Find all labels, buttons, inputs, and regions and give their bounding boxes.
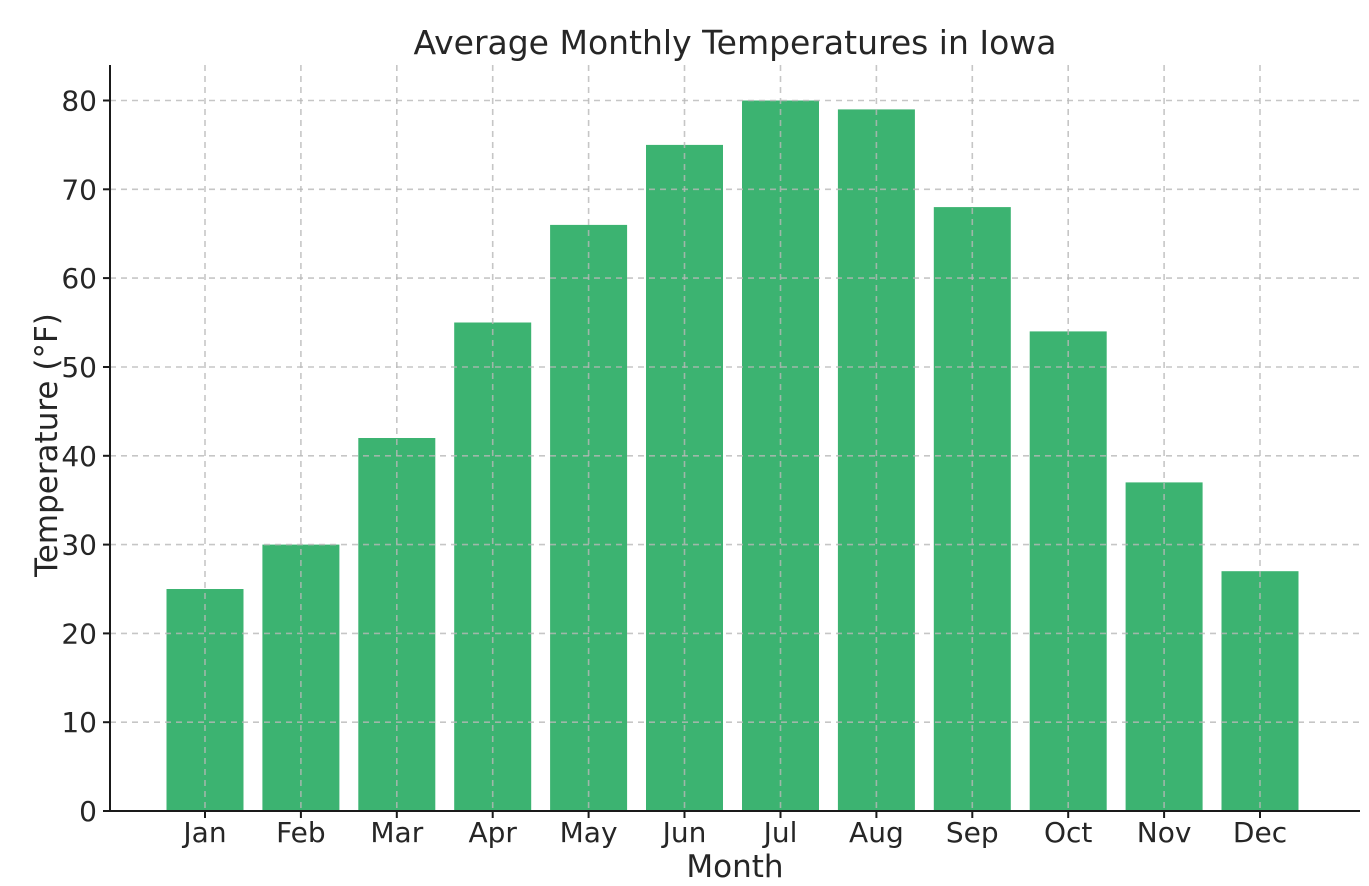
y-tick-label-70: 70 [61,173,97,206]
axis-ticks-group [103,99,1261,818]
tick-labels-group: 0 10 20 30 40 50 60 70 80 Jan Feb Mar Apr May Jun Jul Au… [61,85,1287,850]
y-tick-label-40: 40 [61,440,97,473]
x-tick-label-nov: Nov [1137,816,1192,849]
x-tick-label-sep: Sep [946,816,999,849]
x-tick-label-may: May [560,816,618,849]
x-tick-label-oct: Oct [1044,816,1092,849]
bar-jan [166,589,244,811]
y-tick-label-0: 0 [79,795,97,828]
y-tick-label-50: 50 [61,351,97,384]
y-tick-label-10: 10 [61,706,97,739]
x-tick-label-jul: Jul [762,816,798,849]
bar-mar [358,438,436,811]
y-tick-label-30: 30 [61,529,97,562]
y-axis-label: Temperature (°F) [29,313,65,578]
x-tick-label-dec: Dec [1233,816,1287,849]
gridlines-group [110,65,1360,812]
x-tick-label-apr: Apr [468,816,517,849]
y-tick-label-80: 80 [61,85,97,118]
bars-group [166,100,1299,812]
bar-nov [1125,482,1203,811]
y-tick-label-60: 60 [61,262,97,295]
x-tick-label-jan: Jan [181,816,226,849]
x-tick-label-mar: Mar [370,816,423,849]
bar-feb [262,544,340,811]
chart-title: Average Monthly Temperatures in Iowa [413,23,1056,62]
x-tick-label-feb: Feb [276,816,326,849]
y-tick-label-20: 20 [61,617,97,650]
x-tick-label-aug: Aug [849,816,904,849]
x-axis-label: Month [686,849,783,885]
x-tick-label-jun: Jun [661,816,707,849]
